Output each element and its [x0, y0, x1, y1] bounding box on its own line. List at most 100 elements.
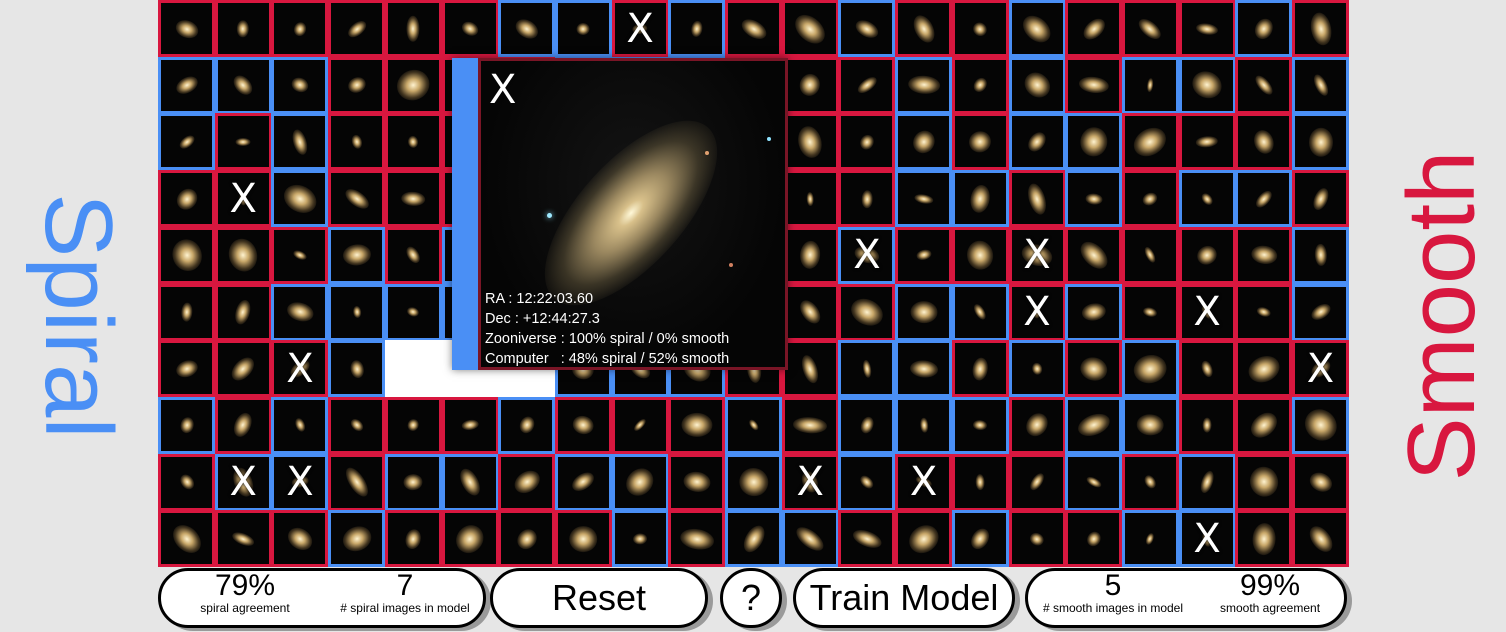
galaxy-thumbnail[interactable]: X	[838, 226, 896, 284]
galaxy-thumbnail[interactable]	[328, 113, 386, 171]
galaxy-thumbnail[interactable]	[781, 170, 839, 228]
galaxy-thumbnail[interactable]	[214, 226, 272, 284]
galaxy-thumbnail[interactable]	[1008, 510, 1066, 568]
galaxy-thumbnail[interactable]	[1065, 113, 1123, 171]
galaxy-thumbnail[interactable]	[725, 396, 782, 454]
galaxy-thumbnail[interactable]	[1235, 170, 1293, 228]
galaxy-thumbnail[interactable]	[271, 0, 329, 57]
galaxy-thumbnail[interactable]	[1235, 226, 1293, 284]
galaxy-thumbnail[interactable]	[1292, 170, 1349, 228]
galaxy-thumbnail[interactable]	[611, 453, 669, 511]
galaxy-thumbnail[interactable]	[214, 113, 272, 171]
galaxy-thumbnail[interactable]	[781, 0, 839, 57]
galaxy-thumbnail[interactable]	[158, 170, 215, 228]
galaxy-thumbnail[interactable]	[951, 340, 1009, 398]
galaxy-thumbnail[interactable]	[838, 340, 896, 398]
galaxy-thumbnail[interactable]	[158, 340, 215, 398]
galaxy-thumbnail[interactable]	[951, 170, 1009, 228]
galaxy-thumbnail[interactable]: X	[271, 453, 329, 511]
galaxy-thumbnail[interactable]	[384, 226, 442, 284]
galaxy-thumbnail[interactable]: X	[895, 453, 953, 511]
galaxy-thumbnail[interactable]	[1008, 113, 1066, 171]
galaxy-thumbnail[interactable]	[951, 453, 1009, 511]
galaxy-thumbnail[interactable]	[1292, 226, 1349, 284]
galaxy-thumbnail[interactable]	[384, 113, 442, 171]
galaxy-thumbnail[interactable]	[781, 396, 839, 454]
galaxy-thumbnail[interactable]	[838, 170, 896, 228]
galaxy-thumbnail[interactable]	[1121, 510, 1179, 568]
galaxy-thumbnail[interactable]	[158, 113, 215, 171]
galaxy-thumbnail[interactable]	[441, 510, 499, 568]
galaxy-thumbnail[interactable]	[328, 510, 386, 568]
galaxy-thumbnail[interactable]	[668, 510, 726, 568]
galaxy-thumbnail[interactable]	[271, 510, 329, 568]
galaxy-thumbnail[interactable]	[1065, 226, 1123, 284]
galaxy-thumbnail[interactable]	[781, 340, 839, 398]
galaxy-thumbnail[interactable]	[384, 510, 442, 568]
galaxy-thumbnail[interactable]	[1008, 0, 1066, 57]
galaxy-thumbnail[interactable]	[328, 56, 386, 114]
galaxy-thumbnail[interactable]	[838, 283, 896, 341]
galaxy-thumbnail[interactable]	[611, 510, 669, 568]
galaxy-thumbnail[interactable]	[895, 510, 953, 568]
reset-button[interactable]: Reset	[490, 568, 708, 628]
galaxy-thumbnail[interactable]	[1292, 453, 1349, 511]
galaxy-thumbnail[interactable]	[498, 396, 556, 454]
galaxy-thumbnail[interactable]	[1292, 56, 1349, 114]
galaxy-thumbnail[interactable]	[1065, 396, 1123, 454]
galaxy-thumbnail[interactable]: X	[271, 340, 329, 398]
galaxy-thumbnail[interactable]	[1065, 56, 1123, 114]
galaxy-thumbnail[interactable]	[1235, 113, 1293, 171]
galaxy-thumbnail[interactable]	[328, 453, 386, 511]
galaxy-thumbnail[interactable]	[214, 56, 272, 114]
galaxy-thumbnail[interactable]	[384, 453, 442, 511]
galaxy-thumbnail[interactable]	[271, 113, 329, 171]
galaxy-thumbnail[interactable]	[441, 453, 499, 511]
galaxy-thumbnail[interactable]	[328, 283, 386, 341]
galaxy-thumbnail[interactable]	[1292, 283, 1349, 341]
galaxy-thumbnail[interactable]: X	[1292, 340, 1349, 398]
galaxy-thumbnail[interactable]	[725, 453, 782, 511]
galaxy-thumbnail[interactable]	[384, 340, 442, 398]
galaxy-thumbnail[interactable]	[895, 170, 953, 228]
galaxy-thumbnail[interactable]	[838, 453, 896, 511]
galaxy-thumbnail[interactable]	[1008, 56, 1066, 114]
galaxy-thumbnail[interactable]	[781, 56, 839, 114]
galaxy-thumbnail[interactable]	[895, 283, 953, 341]
galaxy-thumbnail[interactable]	[498, 453, 556, 511]
galaxy-thumbnail[interactable]	[328, 170, 386, 228]
galaxy-thumbnail[interactable]	[384, 283, 442, 341]
galaxy-thumbnail[interactable]	[951, 113, 1009, 171]
galaxy-thumbnail[interactable]	[1292, 396, 1349, 454]
galaxy-thumbnail[interactable]	[668, 0, 726, 57]
galaxy-thumbnail[interactable]	[1235, 0, 1293, 57]
galaxy-thumbnail[interactable]	[951, 396, 1009, 454]
galaxy-thumbnail[interactable]	[554, 453, 612, 511]
galaxy-thumbnail[interactable]	[498, 510, 556, 568]
galaxy-thumbnail[interactable]	[668, 396, 726, 454]
galaxy-thumbnail[interactable]	[1178, 170, 1236, 228]
galaxy-thumbnail[interactable]	[1121, 396, 1179, 454]
galaxy-thumbnail[interactable]	[725, 0, 782, 57]
galaxy-thumbnail[interactable]	[895, 226, 953, 284]
galaxy-thumbnail[interactable]	[838, 396, 896, 454]
galaxy-thumbnail[interactable]: X	[611, 0, 669, 57]
galaxy-thumbnail[interactable]	[1235, 396, 1293, 454]
galaxy-thumbnail[interactable]	[328, 0, 386, 57]
galaxy-thumbnail[interactable]	[214, 283, 272, 341]
galaxy-thumbnail[interactable]	[1235, 283, 1293, 341]
galaxy-thumbnail[interactable]	[1235, 56, 1293, 114]
galaxy-thumbnail[interactable]	[271, 283, 329, 341]
galaxy-thumbnail[interactable]	[1121, 0, 1179, 57]
galaxy-thumbnail[interactable]	[951, 0, 1009, 57]
galaxy-thumbnail[interactable]	[895, 113, 953, 171]
galaxy-thumbnail[interactable]	[838, 113, 896, 171]
galaxy-thumbnail[interactable]: X	[1178, 510, 1236, 568]
close-popup-button[interactable]: X	[489, 67, 517, 113]
galaxy-thumbnail[interactable]	[441, 0, 499, 57]
galaxy-thumbnail[interactable]	[1121, 113, 1179, 171]
galaxy-thumbnail[interactable]	[271, 170, 329, 228]
galaxy-thumbnail[interactable]	[1008, 170, 1066, 228]
galaxy-thumbnail[interactable]	[328, 340, 386, 398]
galaxy-thumbnail[interactable]	[158, 56, 215, 114]
